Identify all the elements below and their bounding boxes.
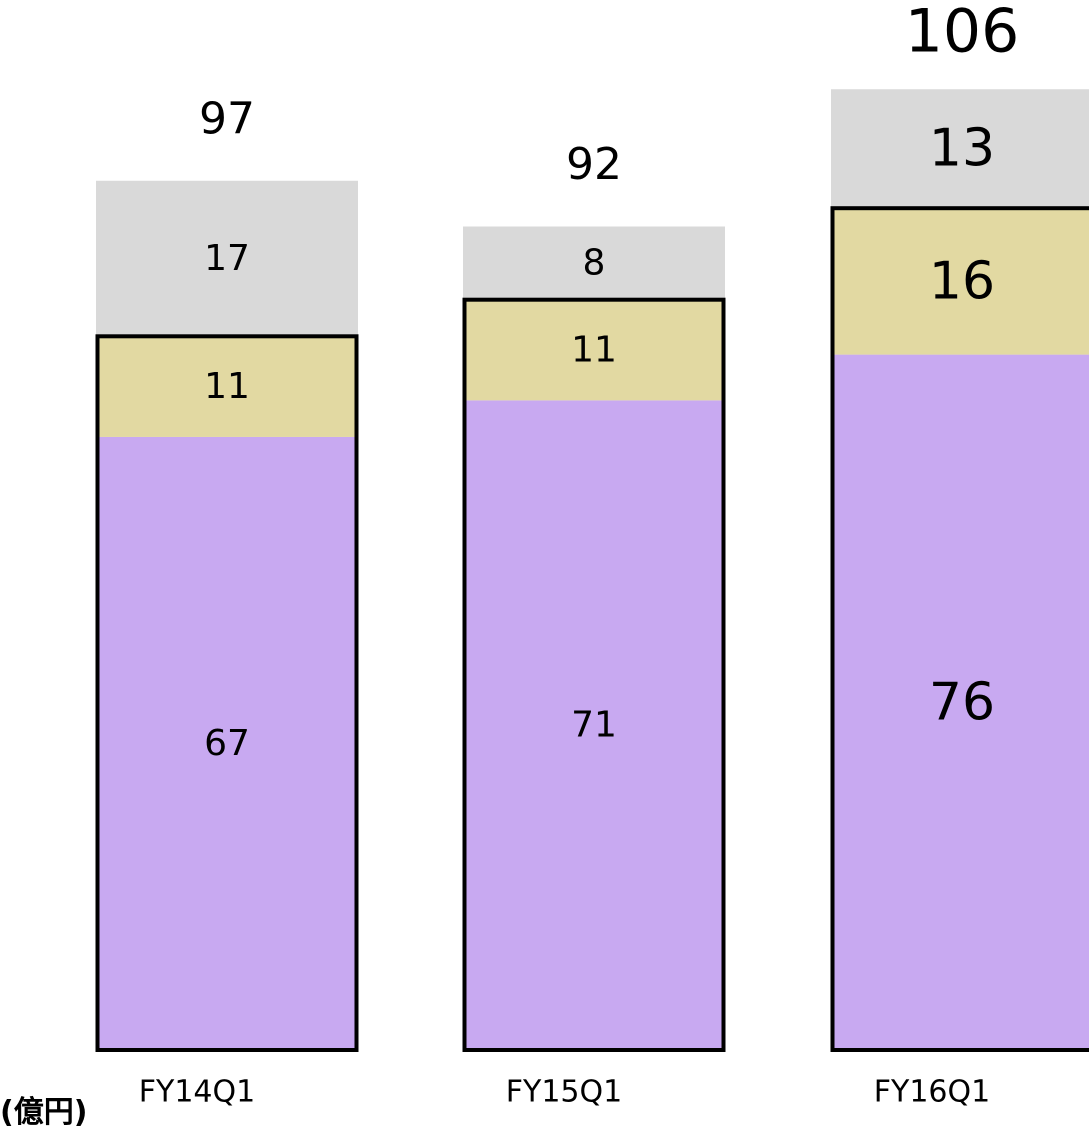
data-label-fy14q1-2: 17 xyxy=(204,238,250,279)
bar-segment-fy14q1-1 xyxy=(96,336,358,437)
bar-segment-fy15q1-2 xyxy=(463,226,725,300)
tick-label-fy16q1: FY16Q1 xyxy=(874,1075,990,1110)
bar-outline-fy15q1 xyxy=(462,297,726,1052)
data-label-fy14q1-1: 11 xyxy=(204,366,250,407)
bar-segment-fy16q1-2 xyxy=(831,89,1089,209)
unit-label: (億円) xyxy=(0,1095,88,1130)
data-label-fy16q1-2: 13 xyxy=(929,119,995,179)
bar-segment-fy16q1-1 xyxy=(831,208,1089,355)
bar-outline-fy14q1 xyxy=(95,334,359,1052)
data-label-fy16q1-1: 16 xyxy=(929,251,995,311)
bar-segment-fy14q1-2 xyxy=(96,180,358,337)
bar-outline-fy16q1 xyxy=(830,206,1089,1052)
data-label-fy15q1-1: 11 xyxy=(571,330,617,371)
data-label-fy15q1-2: 8 xyxy=(583,243,606,284)
data-label-fy15q1-0: 71 xyxy=(571,705,617,746)
bar-segment-fy16q1-0 xyxy=(831,354,1089,1051)
total-label-fy16q1: 106 xyxy=(905,0,1020,66)
bar-segment-fy14q1-0 xyxy=(96,436,358,1050)
data-label-fy16q1-0: 76 xyxy=(929,672,995,732)
bar-segment-fy15q1-1 xyxy=(463,299,725,401)
total-label-fy15q1: 92 xyxy=(566,139,622,190)
total-label-fy14q1: 97 xyxy=(199,93,255,144)
tick-label-fy14q1: FY14Q1 xyxy=(139,1075,255,1110)
tick-label-fy15q1: FY15Q1 xyxy=(506,1075,622,1110)
bar-segment-fy15q1-0 xyxy=(463,400,725,1051)
data-label-fy14q1-0: 67 xyxy=(204,723,250,764)
